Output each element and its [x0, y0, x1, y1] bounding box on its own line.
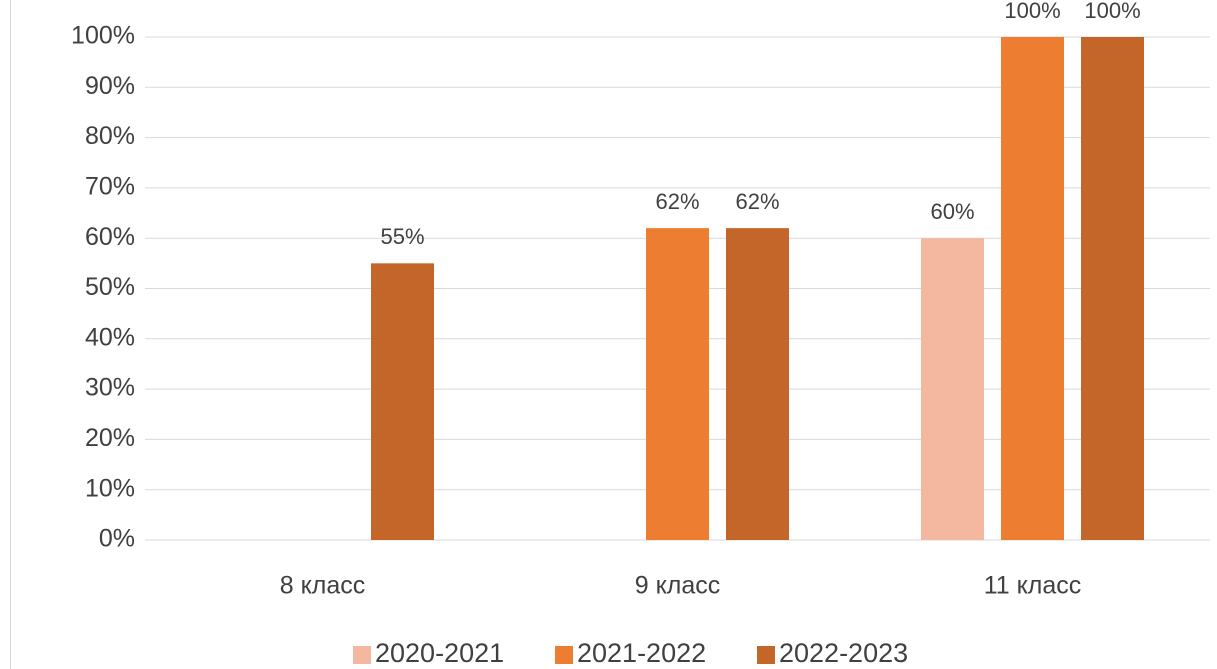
bar — [646, 228, 709, 540]
y-tick-label: 80% — [85, 122, 135, 150]
legend-swatch — [757, 646, 775, 664]
y-tick-label: 70% — [85, 173, 135, 201]
y-tick-label: 100% — [71, 22, 135, 50]
data-label: 100% — [1084, 0, 1140, 23]
y-tick-label: 30% — [85, 374, 135, 402]
data-label: 55% — [380, 224, 424, 249]
bar — [1001, 37, 1064, 540]
y-tick-label: 10% — [85, 474, 135, 502]
legend-label: 2021-2022 — [577, 638, 706, 668]
y-tick-label: 0% — [99, 525, 135, 553]
x-tick-label: 11 класс — [984, 572, 1082, 600]
data-label: 62% — [655, 189, 699, 214]
y-tick-label: 20% — [85, 424, 135, 452]
x-tick-label: 8 класс — [280, 572, 366, 600]
y-tick-label: 90% — [85, 72, 135, 100]
y-tick-label: 50% — [85, 273, 135, 301]
bar — [726, 228, 789, 540]
legend-label: 2020-2021 — [375, 638, 504, 668]
data-label: 60% — [930, 199, 974, 224]
legend-label: 2022-2023 — [779, 638, 908, 668]
x-tick-label: 9 класс — [635, 572, 721, 600]
y-tick-label: 40% — [85, 323, 135, 351]
bar — [371, 263, 434, 540]
bar — [921, 238, 984, 540]
y-tick-label: 60% — [85, 223, 135, 251]
legend-swatch — [353, 646, 371, 664]
legend-swatch — [555, 646, 573, 664]
data-label: 100% — [1004, 0, 1060, 23]
bar — [1081, 37, 1144, 540]
data-label: 62% — [735, 189, 779, 214]
